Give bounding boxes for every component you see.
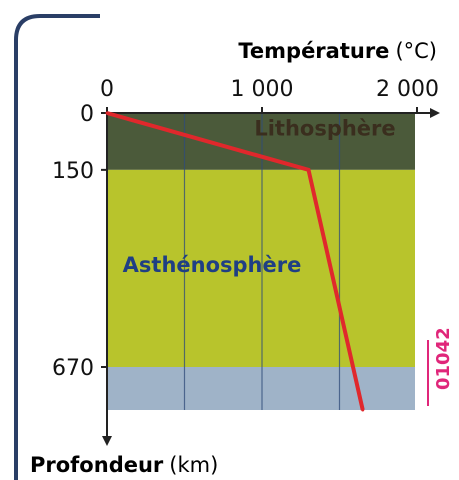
y-tick-label-1: 150 xyxy=(52,159,94,184)
y-tick-label-2: 670 xyxy=(52,356,94,381)
layer-band-0 xyxy=(107,113,415,170)
y-axis-title-unit: (km) xyxy=(169,453,218,477)
x-tick-label-2: 2 000 xyxy=(376,77,439,102)
x-axis-title-unit: (°C) xyxy=(395,39,437,63)
layer-label-1: Asthénosphère xyxy=(123,253,302,277)
x-axis-title: Température (°C) xyxy=(238,39,437,63)
geotherm-point-2 xyxy=(361,408,365,412)
geotherm-point-0 xyxy=(105,111,109,115)
y-axis-title-bold: Profondeur xyxy=(30,453,164,477)
layer-band-1 xyxy=(107,169,415,367)
y-tick-label-0: 0 xyxy=(80,102,94,127)
frame-line xyxy=(14,14,100,480)
geotherm-point-1 xyxy=(307,168,310,172)
x-tick-label-1: 1 000 xyxy=(231,77,294,102)
code-label: 01042 xyxy=(433,327,454,390)
y-axis-title: Profondeur (km) xyxy=(30,453,218,477)
x-tick-label-0: 0 xyxy=(100,77,114,102)
layer-band-2 xyxy=(107,367,415,410)
layer-label-0: Lithosphère xyxy=(254,117,395,141)
x-axis-title-bold: Température xyxy=(238,39,389,63)
